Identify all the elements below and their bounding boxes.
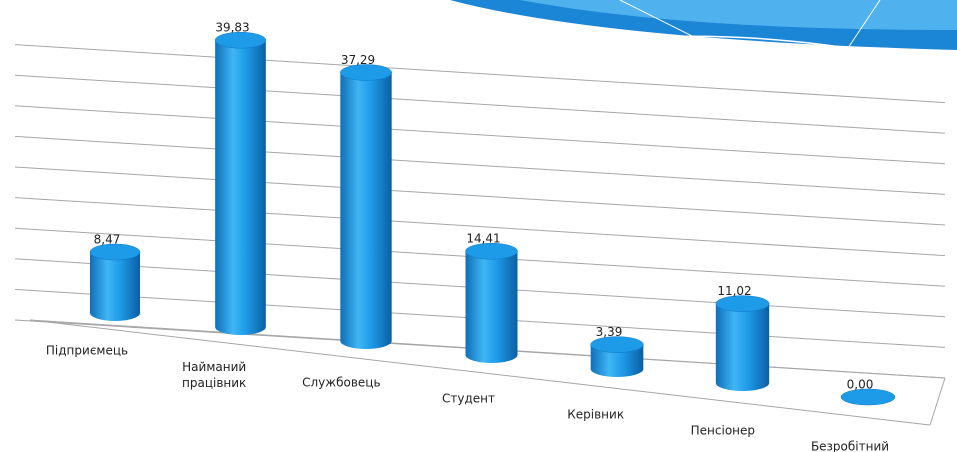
value-label: 8,47 <box>94 233 121 247</box>
floor-front <box>29 319 931 426</box>
grid-line <box>14 105 946 165</box>
x-tick-label-line: Найманий <box>182 360 246 374</box>
value-label: 37,29 <box>341 53 375 67</box>
grid-line <box>14 197 946 257</box>
x-tick-label: Службовець <box>302 376 380 390</box>
bar-top <box>840 388 896 406</box>
bar-top <box>465 242 518 260</box>
bar <box>465 242 518 363</box>
x-tick-label: Пенсіонер <box>691 424 755 438</box>
x-tick-label-line: працівник <box>182 376 246 390</box>
grid-line <box>14 44 946 104</box>
x-tick-label: Підприємець <box>46 344 128 358</box>
grid-line <box>14 135 946 195</box>
value-label: 14,41 <box>466 232 500 246</box>
x-tick-label: Керівник <box>567 408 624 422</box>
bar <box>715 295 770 391</box>
bar-top <box>715 295 770 312</box>
grid-line <box>14 74 946 134</box>
bar-top <box>340 64 392 81</box>
value-label: 0,00 <box>847 378 874 392</box>
bar-body <box>465 251 518 363</box>
bar-body <box>590 344 644 377</box>
value-label: 39,83 <box>215 21 249 35</box>
bar-top <box>590 336 644 353</box>
decoration <box>450 0 957 71</box>
bar-body <box>715 303 770 391</box>
value-label: 11,02 <box>717 284 751 298</box>
floor-side <box>929 377 946 426</box>
bar <box>340 64 392 349</box>
bar <box>89 243 141 321</box>
x-tick-label: Безробітний <box>811 440 889 452</box>
x-tick-label: Найманий працівник <box>182 360 246 390</box>
bar-top <box>89 243 141 261</box>
value-label: 3,39 <box>596 325 623 339</box>
bar <box>214 31 267 335</box>
bar-body <box>340 72 392 349</box>
bar-top <box>214 31 267 49</box>
bar <box>840 388 896 406</box>
bar <box>590 336 644 377</box>
bar-body <box>215 40 266 335</box>
grid-line <box>14 166 946 226</box>
x-tick-label: Студент <box>442 392 495 406</box>
bar-body <box>90 252 140 321</box>
